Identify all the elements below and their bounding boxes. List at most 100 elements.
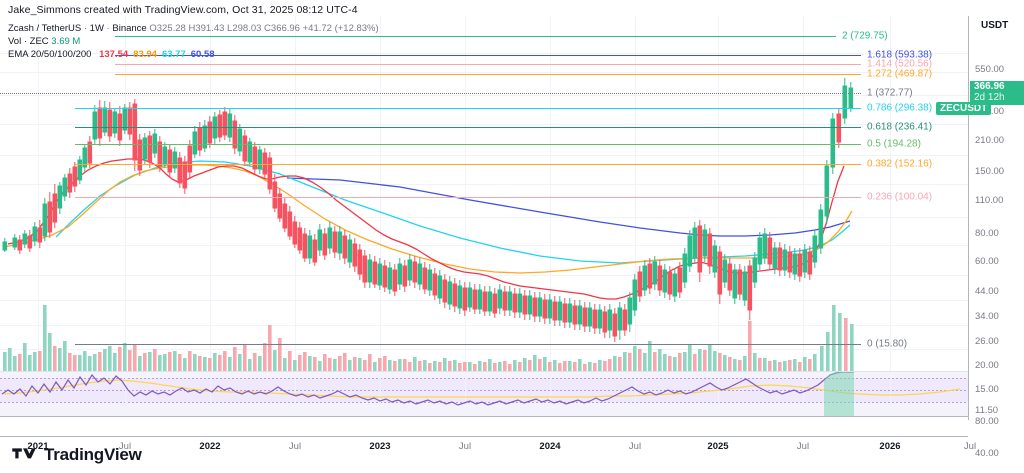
price-scale-unit: USDT: [981, 20, 1009, 31]
legend-open-value: 325.28: [156, 23, 186, 34]
chart-legend[interactable]: Zcash / TetherUS · 1W · Binance O325.28 …: [8, 22, 379, 61]
fib-label-0[interactable]: 0 (15.80): [867, 338, 908, 350]
fib-line-0-618[interactable]: [75, 127, 861, 128]
rsi-ma-line: [3, 379, 961, 398]
price-tick-0: 550.00: [975, 64, 1005, 75]
rsi-last-fill: [824, 372, 854, 416]
legend-high-label: H: [188, 23, 196, 34]
fib-label-0-5[interactable]: 0.5 (194.28): [867, 138, 921, 150]
ema-50-line: [3, 164, 853, 274]
price-pane[interactable]: [0, 16, 968, 372]
legend-symbol[interactable]: Zcash / TetherUS: [8, 23, 82, 34]
volume-bars: [3, 305, 854, 372]
fib-label-0-236[interactable]: 0.236 (100.04): [867, 191, 933, 203]
legend-ema-value-3: 60.58: [190, 49, 215, 60]
legend-exchange[interactable]: Binance: [112, 23, 147, 34]
time-tick-1: Jul: [118, 441, 132, 452]
tradingview-mark-icon: [12, 447, 36, 458]
price-tick-3: 210.00: [975, 135, 1005, 146]
legend-low-value: 298.03: [232, 23, 262, 34]
legend-symbol-row[interactable]: Zcash / TetherUS · 1W · Binance O325.28 …: [8, 22, 379, 35]
time-tick-3: Jul: [288, 441, 302, 452]
price-tick-6: 80.00: [975, 228, 999, 239]
legend-ema-row[interactable]: EMA 20/50/100/200 137.54 83.94 63.77 60.58: [8, 48, 379, 61]
time-tick-6: 2024: [539, 441, 561, 452]
current-price-value: 366.96: [974, 81, 1005, 92]
fib-label-1[interactable]: 1 (372.77): [867, 87, 913, 99]
price-tick-11: 20.00: [975, 360, 999, 371]
legend-close-value: 366.96: [270, 23, 300, 34]
time-tick-8: 2025: [707, 441, 729, 452]
legend-open-label: O: [149, 23, 157, 34]
legend-ema-values: 137.54 83.94 63.77 60.58: [94, 49, 214, 60]
legend-sep-2: ·: [106, 23, 110, 34]
price-tick-4: 150.00: [975, 166, 1005, 177]
price-tick-10: 26.00: [975, 336, 999, 347]
fib-label-1-618[interactable]: 1.618 (593.38): [867, 49, 933, 61]
tradingview-logo: TradingView: [12, 445, 142, 465]
current-price-tag: 366.96 2d 12h: [970, 81, 1024, 105]
legend-high-value: 391.43: [195, 23, 225, 34]
price-tick-12: 15.00: [975, 384, 999, 395]
pane-bottom-border: [0, 416, 968, 417]
legend-ema-value-2: 63.77: [161, 49, 186, 60]
time-tick-4: 2023: [369, 441, 391, 452]
legend-volume-value: 3.69 M: [51, 36, 81, 47]
price-tick-9: 34.00: [975, 311, 999, 322]
fib-label-1-272[interactable]: 1.272 (469.87): [867, 68, 933, 80]
rsi-line: [1, 372, 854, 406]
candlesticks: [2, 78, 854, 342]
ema-100-line: [55, 160, 851, 264]
tradingview-wordmark: TradingView: [44, 445, 142, 464]
legend-interval[interactable]: 1W: [89, 23, 104, 34]
fib-line-1-618[interactable]: [115, 55, 861, 56]
fib-line-2[interactable]: [115, 36, 836, 37]
fib-label-0-618[interactable]: 0.618 (236.41): [867, 121, 933, 133]
fib-label-2[interactable]: 2 (729.75): [842, 30, 888, 42]
rsi-canvas: [0, 372, 968, 416]
fib-line-0-382[interactable]: [75, 164, 861, 165]
price-tick-8: 44.00: [975, 286, 999, 297]
pane-separator: [0, 371, 968, 372]
fib-line-0-236[interactable]: [75, 197, 861, 198]
fib-label-1-414[interactable]: 1.414 (520.56): [867, 58, 933, 70]
price-scale[interactable]: USDT 550.00390.00290.00210.00150.00110.0…: [968, 16, 1024, 459]
fib-line-0-5[interactable]: [75, 144, 861, 145]
legend-sep-1: ·: [83, 23, 88, 34]
rsi-pane[interactable]: RSI (14, close) 89.61 65.99 ∅ ∅: [0, 372, 968, 416]
time-tick-7: Jul: [628, 441, 642, 452]
legend-volume-label: Vol · ZEC: [8, 36, 49, 47]
fib-line-1-272[interactable]: [115, 74, 861, 75]
legend-low-label: L: [227, 23, 233, 34]
legend-change: +41.72 (+12.83%): [302, 23, 379, 34]
time-tick-5: Jul: [458, 441, 472, 452]
legend-ema-value-0: 137.54: [99, 49, 129, 60]
time-tick-10: 2026: [879, 441, 901, 452]
price-tick-7: 60.00: [975, 256, 999, 267]
price-tick-13: 11.50: [975, 405, 999, 416]
time-tick-9: Jul: [796, 441, 810, 452]
fib-line-1[interactable]: [0, 93, 861, 94]
time-tick-2: 2022: [199, 441, 221, 452]
time-scale[interactable]: 2021 Jul 2022 Jul 2023 Jul 2024 Jul 2025 Jul 2026 J…: [0, 436, 976, 457]
fib-line-1-414[interactable]: [115, 64, 861, 65]
price-tick-5: 110.00: [975, 195, 1004, 206]
legend-ema-label: EMA 20/50/100/200: [8, 49, 92, 60]
ema-20-line: [7, 158, 845, 300]
fib-label-0-382[interactable]: 0.382 (152.16): [867, 158, 933, 170]
price-pane-canvas: [0, 16, 968, 372]
symbol-price-pill: ZECUSDT: [936, 102, 992, 115]
bar-countdown: 2d 12h: [974, 92, 1005, 103]
time-tick-11: Jul: [963, 441, 977, 452]
fib-label-0-786[interactable]: 0.786 (296.38): [867, 102, 933, 114]
rsi-tick-0: 80.00: [975, 416, 999, 427]
fib-line-0-786[interactable]: [75, 108, 861, 109]
vertical-gridlines: [38, 16, 891, 372]
fib-line-0[interactable]: [75, 344, 861, 345]
legend-ema-value-1: 83.94: [133, 49, 157, 60]
chart-frame: RSI (14, close) 89.61 65.99 ∅ ∅ USDT 550…: [0, 16, 1024, 459]
legend-volume-row[interactable]: Vol · ZEC 3.69 M: [8, 35, 379, 48]
legend-close-label: C: [264, 23, 271, 34]
time-tick-0: 2021: [27, 441, 49, 452]
